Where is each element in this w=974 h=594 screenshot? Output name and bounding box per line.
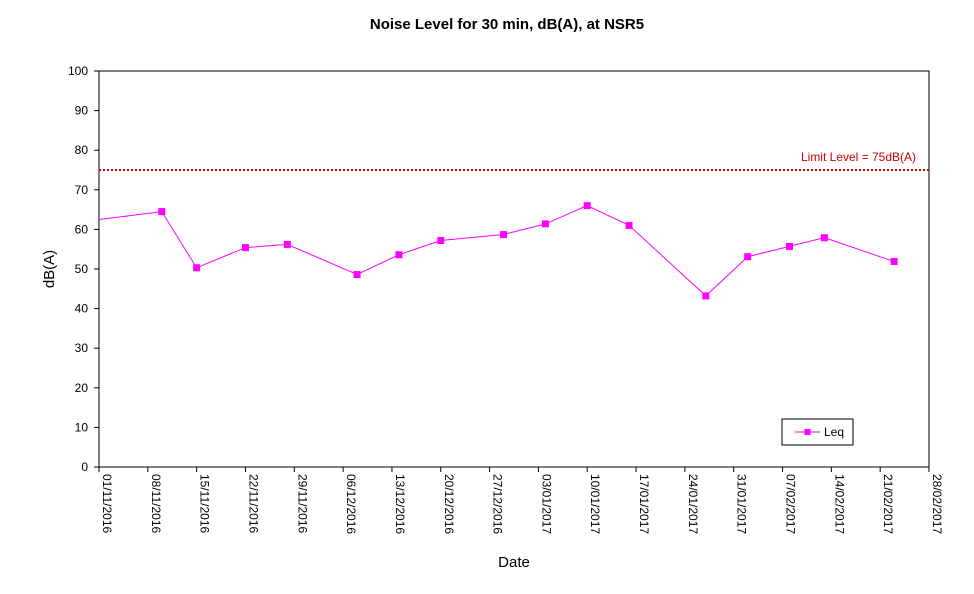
y-tick-label: 90 xyxy=(75,104,89,118)
data-point xyxy=(786,242,794,250)
data-point xyxy=(541,220,549,228)
x-tick-label: 29/11/2016 xyxy=(295,474,309,533)
data-point xyxy=(744,253,752,261)
legend: Leq xyxy=(781,418,854,446)
x-tick-label: 20/12/2016 xyxy=(442,474,456,534)
data-point xyxy=(193,264,201,272)
y-tick-label: 60 xyxy=(75,222,89,236)
limit-level: Limit Level = 75dB(A) xyxy=(99,150,929,171)
x-tick-label: 13/12/2016 xyxy=(393,474,407,534)
data-point xyxy=(353,271,361,279)
x-tick-label: 28/02/2017 xyxy=(930,474,944,534)
y-axis: 0 10 20 30 40 50 60 70 80 90 100 xyxy=(68,64,99,474)
x-tick-label: 10/01/2017 xyxy=(588,474,602,534)
limit-label: Limit Level = 75dB(A) xyxy=(801,150,916,164)
x-tick-label: 06/12/2016 xyxy=(344,474,358,534)
legend-box xyxy=(781,418,854,446)
y-tick-label: 0 xyxy=(81,460,88,474)
plot-area xyxy=(98,70,930,468)
data-point xyxy=(500,231,508,239)
data-point xyxy=(437,236,445,244)
chart-title: Noise Level for 30 min, dB(A), at NSR5 xyxy=(370,16,644,33)
data-point xyxy=(241,244,249,252)
data-point xyxy=(890,257,898,265)
x-tick-label: 08/11/2016 xyxy=(149,474,163,533)
y-tick-label: 70 xyxy=(75,183,89,197)
data-point xyxy=(283,240,291,248)
y-tick-label: 80 xyxy=(75,143,89,157)
x-tick-label: 01/11/2016 xyxy=(100,474,114,533)
y-tick-label: 30 xyxy=(75,341,89,355)
data-point xyxy=(625,221,633,229)
x-tick-label: 17/01/2017 xyxy=(637,474,651,534)
x-tick-label: 03/01/2017 xyxy=(539,474,553,534)
y-tick-label: 20 xyxy=(75,381,89,395)
series-leq xyxy=(98,202,898,300)
x-tick-label: 24/01/2017 xyxy=(686,474,700,534)
data-point xyxy=(583,202,591,210)
x-axis-label: Date xyxy=(498,554,530,571)
x-tick-label: 22/11/2016 xyxy=(246,474,260,533)
data-point xyxy=(158,208,166,216)
x-tick-label: 27/12/2016 xyxy=(491,474,505,534)
x-tick-label: 31/01/2017 xyxy=(735,474,749,534)
legend-entry-label: Leq xyxy=(824,425,844,439)
y-tick-label: 10 xyxy=(75,420,89,434)
data-point xyxy=(820,234,828,242)
y-tick-label: 40 xyxy=(75,302,89,316)
x-tick-label: 07/02/2017 xyxy=(784,474,798,534)
y-tick-label: 50 xyxy=(75,262,89,276)
data-point xyxy=(395,251,403,259)
y-axis-label: dB(A) xyxy=(41,250,58,288)
x-axis: 01/11/2016 08/11/2016 15/11/2016 22/11/2016… xyxy=(98,467,944,534)
data-point xyxy=(702,292,710,300)
x-tick-label: 15/11/2016 xyxy=(198,474,212,533)
y-tick-label: 100 xyxy=(68,64,88,78)
x-tick-label: 14/02/2017 xyxy=(832,474,846,534)
x-tick-label: 21/02/2017 xyxy=(881,474,895,534)
legend-marker-square xyxy=(804,429,811,435)
